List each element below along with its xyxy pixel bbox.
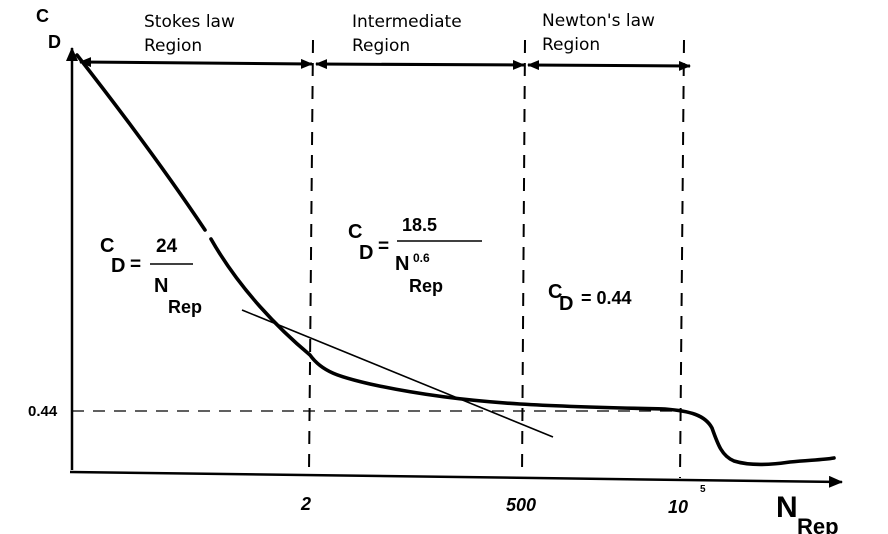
svg-text:18.5: 18.5 bbox=[402, 215, 437, 235]
svg-text:=: = bbox=[378, 236, 389, 257]
svg-text:= 0.44: = 0.44 bbox=[581, 288, 632, 308]
x-axis bbox=[69, 470, 843, 488]
svg-text:Rep: Rep bbox=[168, 297, 202, 317]
x-tick-1e5: 10 bbox=[668, 497, 688, 517]
intermediate-equation: C D = 18.5 N 0.6 Rep bbox=[348, 215, 482, 296]
intermediate-region-label: Intermediate Region bbox=[352, 12, 467, 56]
svg-text:Rep: Rep bbox=[409, 276, 443, 296]
boundary-line-2 bbox=[308, 39, 314, 473]
y-tick-label: 0.44 bbox=[28, 403, 58, 420]
y-axis-label: C D bbox=[36, 6, 61, 52]
x-tick-1e5-exponent: 5 bbox=[700, 484, 706, 495]
x-tick-500: 500 bbox=[506, 495, 536, 515]
svg-text:D: D bbox=[559, 293, 573, 315]
svg-text:0.6: 0.6 bbox=[413, 251, 430, 265]
tangent-line bbox=[241, 309, 554, 438]
newton-equation: C D = 0.44 bbox=[548, 281, 632, 315]
stokes-region-arrow bbox=[79, 57, 313, 69]
intermediate-region-arrow bbox=[315, 59, 525, 70]
svg-text:24: 24 bbox=[156, 236, 178, 257]
svg-text:=: = bbox=[130, 254, 141, 275]
boundary-line-1e5 bbox=[679, 39, 685, 479]
boundary-line-500 bbox=[521, 39, 526, 477]
svg-text:C: C bbox=[100, 235, 114, 257]
x-tick-2: 2 bbox=[300, 494, 311, 514]
drag-coefficient-curve bbox=[75, 53, 836, 467]
svg-text:D: D bbox=[111, 255, 125, 277]
x-axis-label: N Rep bbox=[776, 491, 839, 534]
svg-text:N: N bbox=[154, 275, 168, 297]
svg-text:N: N bbox=[395, 253, 409, 275]
newton-region-label: Newton's law Region bbox=[542, 11, 660, 55]
svg-text:C: C bbox=[348, 221, 362, 243]
stokes-region-label: Stokes law Region bbox=[144, 12, 240, 56]
stokes-equation: C D = 24 N Rep bbox=[100, 235, 202, 317]
svg-text:C: C bbox=[548, 281, 562, 303]
newton-region-arrow bbox=[527, 60, 691, 71]
svg-text:D: D bbox=[359, 242, 373, 264]
